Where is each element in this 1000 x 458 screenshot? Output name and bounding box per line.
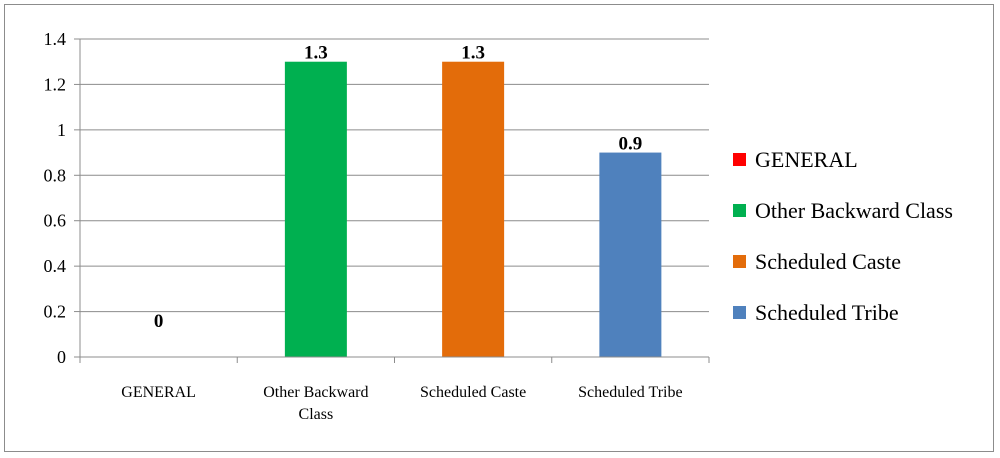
y-tick-label: 0 (57, 347, 66, 367)
legend-swatch (733, 306, 746, 319)
bars (284, 61, 662, 357)
x-category-label: Scheduled Tribe (578, 384, 682, 401)
y-tick-label: 1.4 (44, 29, 67, 49)
x-category-label: Class (299, 406, 334, 423)
legend: GENERAL Other Backward Class Scheduled Cas… (733, 147, 953, 325)
legend-label: Scheduled Tribe (755, 300, 899, 325)
x-axis-categories: GENERAL Other Backward Class Scheduled Cast… (121, 384, 682, 423)
bar (284, 61, 347, 357)
data-label: 0 (154, 311, 164, 332)
y-tick-label: 0.6 (44, 211, 67, 231)
x-category-label: Other Backward (263, 384, 368, 401)
axes (79, 39, 710, 363)
legend-label: GENERAL (755, 147, 858, 172)
y-tick-label: 0.8 (44, 165, 67, 185)
legend-label: Scheduled Caste (755, 249, 901, 274)
y-tick-label: 0.2 (44, 302, 67, 322)
legend-swatch (733, 255, 746, 268)
bar (599, 152, 662, 357)
legend-label: Other Backward Class (755, 198, 953, 223)
data-label: 1.3 (461, 43, 485, 64)
x-category-label: Scheduled Caste (420, 384, 526, 401)
chart-frame: 0 1.3 1.3 0.9 0 0.2 0.4 0.6 0.8 1 1.2 1.4 GENERAL O… (4, 4, 994, 452)
data-labels: 0 1.3 1.3 0.9 (154, 43, 642, 332)
gridlines (80, 38, 709, 313)
legend-swatch (733, 153, 746, 166)
data-label: 0.9 (619, 134, 643, 155)
x-category-label: GENERAL (121, 384, 196, 401)
legend-swatch (733, 204, 746, 217)
bar (442, 61, 505, 357)
y-axis-ticks: 0 0.2 0.4 0.6 0.8 1 1.2 1.4 (44, 29, 80, 367)
data-label: 1.3 (304, 43, 328, 64)
y-tick-label: 0.4 (44, 256, 67, 276)
bar-chart: 0 1.3 1.3 0.9 0 0.2 0.4 0.6 0.8 1 1.2 1.4 GENERAL O… (44, 29, 953, 423)
y-tick-label: 1 (57, 120, 66, 140)
y-tick-label: 1.2 (44, 74, 67, 94)
